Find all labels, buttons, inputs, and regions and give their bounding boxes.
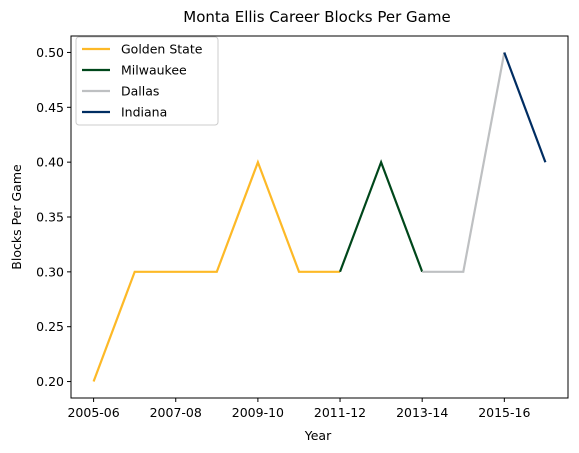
x-tick-label: 2007-08 <box>150 405 202 420</box>
x-axis: 2005-06 2007-08 2009-10 2011-12 2013-14 2015-… <box>67 398 530 420</box>
x-tick-label: 2011-12 <box>314 405 366 420</box>
y-axis: 0.20 0.25 0.30 0.35 0.40 0.45 0.50 <box>36 45 71 389</box>
y-tick-label: 0.40 <box>36 155 64 170</box>
series-line-2 <box>422 52 506 273</box>
y-axis-label: Blocks Per Game <box>9 164 24 270</box>
x-axis-label: Year <box>304 428 332 443</box>
legend: Golden State Milwaukee Dallas Indiana <box>75 36 219 126</box>
x-tick-label: 2005-06 <box>67 405 119 420</box>
series-line-3 <box>503 52 547 163</box>
legend-label-3: Indiana <box>121 105 167 120</box>
y-tick-label: 0.50 <box>36 45 64 60</box>
legend-box <box>75 36 219 126</box>
y-tick-label: 0.25 <box>36 319 64 334</box>
series-layer <box>92 52 547 382</box>
x-tick-label: 2009-10 <box>232 405 284 420</box>
y-tick-label: 0.20 <box>36 374 64 389</box>
series-line-1 <box>338 159 424 273</box>
x-tick-label: 2015-16 <box>478 405 530 420</box>
chart-title: Monta Ellis Career Blocks Per Game <box>183 8 450 26</box>
legend-label-2: Dallas <box>121 84 159 99</box>
y-tick-label: 0.30 <box>36 264 64 279</box>
series-line-0 <box>92 159 340 382</box>
y-tick-label: 0.35 <box>36 210 64 225</box>
legend-label-1: Milwaukee <box>121 63 187 78</box>
y-tick-label: 0.45 <box>36 100 64 115</box>
legend-label-0: Golden State <box>121 42 203 57</box>
x-tick-label: 2013-14 <box>396 405 448 420</box>
